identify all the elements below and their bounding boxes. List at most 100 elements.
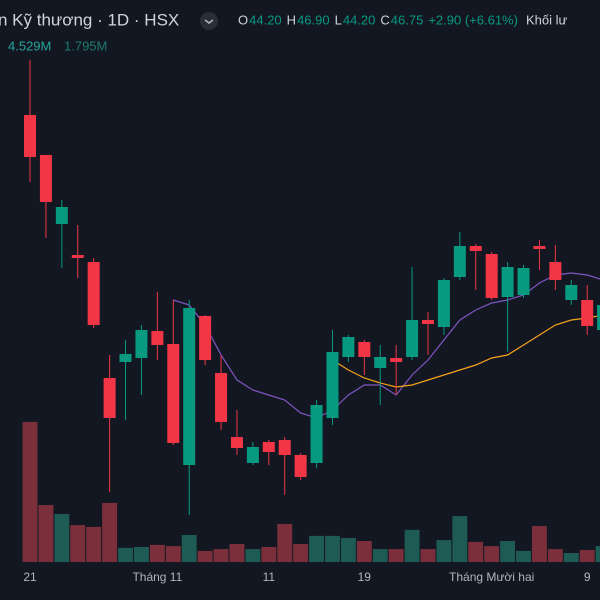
candle-body bbox=[453, 246, 466, 277]
volume-bar bbox=[277, 523, 293, 562]
candle-body bbox=[278, 440, 291, 455]
hide-toggle[interactable] bbox=[200, 12, 218, 30]
candle-body bbox=[151, 331, 164, 345]
moving-average-line bbox=[173, 272, 600, 419]
candle-body bbox=[167, 344, 180, 443]
candle-body bbox=[406, 320, 419, 357]
volume-bar bbox=[149, 544, 165, 562]
candle-body bbox=[87, 262, 100, 325]
candle-body bbox=[230, 437, 243, 448]
ohlc-value: 46.75 bbox=[391, 12, 424, 27]
candle-body bbox=[517, 268, 530, 295]
x-tick-label: Tháng 11 bbox=[132, 570, 182, 584]
volume-bar bbox=[309, 535, 325, 562]
candle-body bbox=[565, 285, 578, 300]
x-tick-label: 21 bbox=[23, 570, 37, 584]
ohlc-legend: O 44.20 H 46.90 L 44.20 C 46.75 +2.90 (+6.61%) Kh… bbox=[238, 12, 567, 27]
x-axis: 21 Tháng 11 11 19 Tháng Mười hai 9 bbox=[0, 563, 600, 600]
volume-bar bbox=[86, 526, 102, 562]
ohlc-value: 46.90 bbox=[297, 12, 330, 27]
candle-body bbox=[390, 358, 403, 362]
candle-body bbox=[103, 378, 116, 418]
volume-bar bbox=[452, 516, 468, 562]
volume-bar bbox=[325, 535, 340, 562]
ohlc-value: 44.20 bbox=[249, 12, 282, 27]
volume-bar bbox=[420, 549, 436, 562]
volume-bar bbox=[38, 505, 54, 562]
candle-body bbox=[71, 255, 84, 258]
volume-bar bbox=[197, 550, 213, 562]
volume-bar bbox=[579, 550, 595, 562]
x-tick-label: Tháng Mười hai bbox=[449, 570, 534, 584]
volume-bar bbox=[213, 549, 229, 562]
volume-bar bbox=[595, 546, 600, 562]
volume-bar bbox=[372, 549, 388, 562]
volume-title: Khối lư bbox=[526, 12, 568, 27]
candle-body bbox=[24, 115, 36, 157]
candle-body bbox=[597, 305, 600, 330]
candles bbox=[24, 60, 600, 515]
toggle-icon bbox=[204, 19, 214, 24]
volume-bar bbox=[102, 502, 118, 562]
volume-bar bbox=[436, 540, 452, 562]
moving-average-line bbox=[332, 314, 600, 388]
volume-ma-value: 1.795M bbox=[64, 38, 107, 53]
volume-bar bbox=[340, 538, 356, 562]
volume-bar bbox=[356, 541, 372, 562]
volume-bar bbox=[22, 421, 38, 562]
change-value: +2.90 (+6.61%) bbox=[428, 12, 518, 27]
volume-bar bbox=[118, 547, 133, 562]
volume-bar bbox=[261, 547, 277, 562]
x-axis-band bbox=[0, 563, 600, 600]
volume-bar bbox=[531, 526, 547, 562]
x-tick-label: 11 bbox=[263, 570, 276, 584]
candle-body bbox=[135, 330, 148, 358]
moving-averages bbox=[173, 272, 600, 419]
candle-body bbox=[533, 246, 546, 249]
symbol-title: n Kỹ thương · 1D · HSX bbox=[0, 10, 179, 29]
ohlc-label: H bbox=[287, 12, 296, 27]
volume-bar bbox=[404, 529, 420, 562]
candle-body bbox=[294, 455, 307, 477]
volume-bar bbox=[165, 546, 181, 562]
candle-body bbox=[485, 254, 498, 298]
candle-body bbox=[310, 405, 323, 463]
volume-bar bbox=[70, 525, 86, 562]
volume-bar bbox=[181, 535, 197, 562]
candle-body bbox=[422, 320, 434, 324]
volume-bar bbox=[133, 547, 149, 562]
volume-bar bbox=[388, 549, 404, 562]
ohlc-label: O bbox=[238, 12, 248, 27]
candle-body bbox=[246, 447, 259, 463]
candle-body bbox=[39, 155, 52, 202]
candle-body bbox=[342, 337, 355, 357]
candle-body bbox=[501, 267, 514, 297]
candle-body bbox=[437, 280, 450, 327]
volume-bar bbox=[245, 549, 261, 562]
volume-bar bbox=[500, 541, 516, 562]
ohlc-label: C bbox=[380, 12, 389, 27]
x-tick-label: 19 bbox=[358, 570, 372, 584]
candle-body bbox=[358, 342, 371, 357]
candle-body bbox=[199, 316, 212, 360]
ohlc-value: 44.20 bbox=[343, 12, 376, 27]
candle-body bbox=[183, 308, 196, 465]
volume-bar bbox=[484, 546, 500, 562]
volume-bar bbox=[468, 541, 484, 562]
volume-bar bbox=[293, 544, 309, 562]
volume-value: 4.529M bbox=[8, 38, 51, 53]
volume-bar bbox=[229, 544, 245, 562]
volume-bar bbox=[547, 549, 563, 562]
candle-body bbox=[581, 300, 594, 326]
volume-bar bbox=[516, 550, 531, 562]
volume-pane bbox=[22, 421, 600, 562]
x-tick-label: 9 bbox=[584, 570, 591, 584]
volume-bar bbox=[563, 553, 579, 562]
candle-body bbox=[374, 357, 387, 368]
ohlc-label: L bbox=[335, 12, 342, 27]
plot-area bbox=[22, 60, 600, 562]
candle-body bbox=[215, 373, 228, 422]
candle-body bbox=[55, 207, 68, 224]
